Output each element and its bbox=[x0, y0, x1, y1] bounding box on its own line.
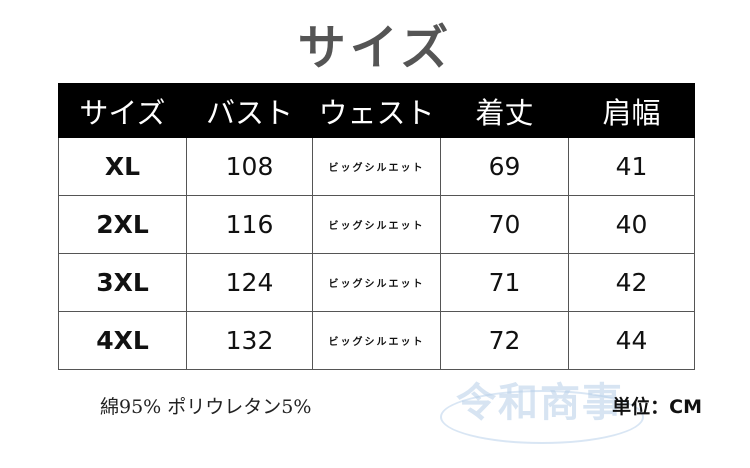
size-cell: 3XL bbox=[58, 253, 187, 312]
table-row: 2XL 116 ビッグシルエット 70 40 bbox=[58, 195, 695, 254]
length-cell: 71 bbox=[440, 253, 569, 312]
header-waist: ウェスト bbox=[312, 83, 441, 138]
material-composition: 綿95% ポリウレタン5% bbox=[100, 396, 312, 418]
watermark-text: 令和商事 bbox=[456, 379, 624, 426]
waist-cell: ビッグシルエット bbox=[312, 311, 441, 370]
header-bust: バスト bbox=[186, 83, 313, 138]
size-cell: 2XL bbox=[58, 195, 187, 254]
bust-cell: 108 bbox=[186, 137, 313, 196]
table-row: 4XL 132 ビッグシルエット 72 44 bbox=[58, 311, 695, 370]
size-chart-table: サイズ バスト ウェスト 着丈 肩幅 XL 108 ビッグシルエット 69 41… bbox=[58, 83, 695, 370]
waist-cell: ビッグシルエット bbox=[312, 195, 441, 254]
bust-cell: 132 bbox=[186, 311, 313, 370]
shoulder-cell: 42 bbox=[568, 253, 695, 312]
header-length: 着丈 bbox=[440, 83, 569, 138]
shoulder-cell: 44 bbox=[568, 311, 695, 370]
watermark-logo: 令和商事 bbox=[440, 362, 644, 452]
unit-label: 単位：CM bbox=[612, 396, 702, 418]
shoulder-cell: 40 bbox=[568, 195, 695, 254]
page-title: サイズ bbox=[297, 20, 453, 76]
bust-cell: 116 bbox=[186, 195, 313, 254]
header-size: サイズ bbox=[58, 83, 187, 138]
table-row: XL 108 ビッグシルエット 69 41 bbox=[58, 137, 695, 196]
shoulder-cell: 41 bbox=[568, 137, 695, 196]
waist-cell: ビッグシルエット bbox=[312, 137, 441, 196]
table-row: 3XL 124 ビッグシルエット 71 42 bbox=[58, 253, 695, 312]
length-cell: 69 bbox=[440, 137, 569, 196]
bust-cell: 124 bbox=[186, 253, 313, 312]
length-cell: 70 bbox=[440, 195, 569, 254]
size-cell: 4XL bbox=[58, 311, 187, 370]
waist-cell: ビッグシルエット bbox=[312, 253, 441, 312]
size-cell: XL bbox=[58, 137, 187, 196]
header-shoulder: 肩幅 bbox=[568, 83, 695, 138]
length-cell: 72 bbox=[440, 311, 569, 370]
table-header-row: サイズ バスト ウェスト 着丈 肩幅 bbox=[58, 83, 695, 138]
